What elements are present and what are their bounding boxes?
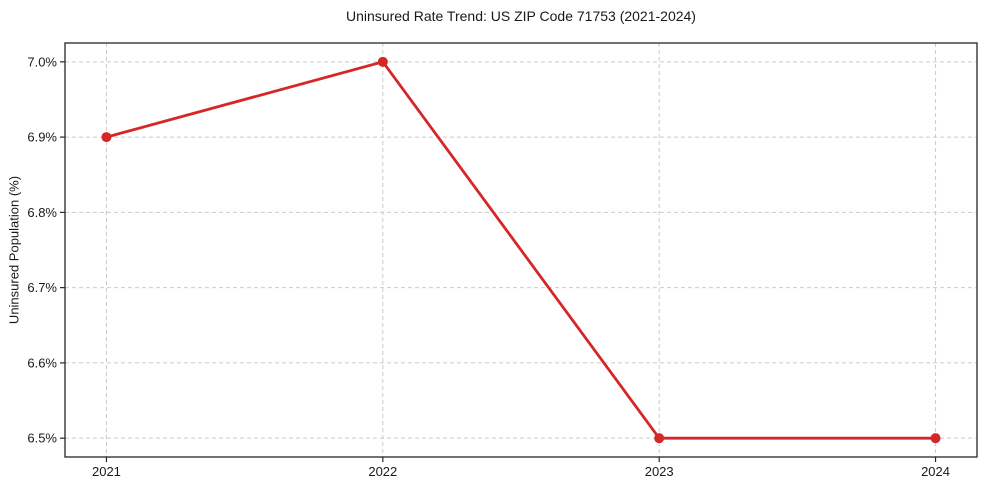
y-tick-label: 6.7% xyxy=(27,280,57,295)
y-tick-label: 6.8% xyxy=(27,205,57,220)
data-point-2021 xyxy=(101,132,112,143)
data-point-2022 xyxy=(377,56,388,67)
y-tick-label: 6.6% xyxy=(27,355,57,370)
x-tick-label: 2023 xyxy=(645,464,674,479)
x-tick-label: 2022 xyxy=(368,464,397,479)
plot-border xyxy=(64,42,978,458)
trend-line xyxy=(105,60,937,440)
y-tick-label: 6.5% xyxy=(27,431,57,446)
data-point-2024 xyxy=(930,433,941,444)
x-tick-label: 2024 xyxy=(921,464,950,479)
data-point-2023 xyxy=(654,433,665,444)
chart-title: Uninsured Rate Trend: US ZIP Code 71753 … xyxy=(346,8,696,24)
x-tick-label: 2021 xyxy=(92,464,121,479)
y-tick-label: 7.0% xyxy=(27,54,57,69)
y-tick-label: 6.9% xyxy=(27,130,57,145)
